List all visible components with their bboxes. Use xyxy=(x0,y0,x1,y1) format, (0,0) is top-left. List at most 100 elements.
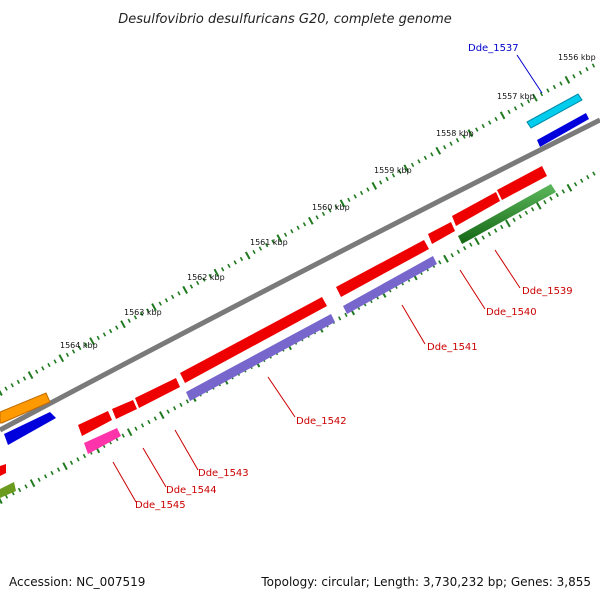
inner-scale-dot-21 xyxy=(134,426,138,431)
outer-scale-dot-20 xyxy=(120,320,126,329)
outer-scale-dot-93 xyxy=(585,67,589,72)
gene-label-dde-1541[interactable]: Dde_1541 xyxy=(427,342,478,353)
outer-scale-dot-62 xyxy=(385,176,389,182)
inner-scale-dot-5 xyxy=(29,479,36,488)
inner-scale-dot-24 xyxy=(153,416,158,421)
outer-scale-dot-49 xyxy=(302,222,307,227)
kbp-label-1563: 1563 kbp xyxy=(124,308,162,317)
outer-scale-dot-21 xyxy=(127,318,131,323)
inner-scale-dot-84 xyxy=(530,207,535,212)
outer-scale-dot-43 xyxy=(264,243,269,248)
gene-dde-1540-b[interactable] xyxy=(452,192,500,226)
outer-scale-dot-54 xyxy=(334,204,338,209)
outer-scale-dot-52 xyxy=(321,211,326,216)
inner-scale-dot-74 xyxy=(469,242,473,247)
outer-scale-dot-7 xyxy=(41,366,45,371)
inner-scale-dot-76 xyxy=(481,235,485,240)
gene-dde-1539[interactable] xyxy=(458,184,556,244)
genome-backbone xyxy=(0,117,600,433)
outer-scale-dot-38 xyxy=(233,260,237,265)
gene-unnamed-orange[interactable] xyxy=(0,392,51,424)
inner-scale-dot-1 xyxy=(4,494,9,499)
outer-scale-dot-3 xyxy=(16,379,21,384)
gene-label-dde-1540[interactable]: Dde_1540 xyxy=(486,307,537,318)
outer-scale-dot-92 xyxy=(578,70,583,75)
gene-dde-1543[interactable] xyxy=(135,378,180,408)
outer-scale-dot-41 xyxy=(252,249,256,255)
gene-unnamed-blue-left[interactable] xyxy=(4,412,56,445)
gene-unnamed-blue-right[interactable] xyxy=(537,113,589,147)
inner-scale-dot-88 xyxy=(555,192,559,198)
outer-scale-dot-16 xyxy=(96,335,100,340)
outer-scale-dot-68 xyxy=(423,155,428,160)
outer-scale-dot-35 xyxy=(213,268,220,277)
outer-scale-dot-46 xyxy=(283,232,288,237)
gene-dde-1545[interactable] xyxy=(84,428,121,454)
outer-scale-dot-12 xyxy=(71,349,76,354)
gene-dde-1544[interactable] xyxy=(112,400,137,419)
gene-dde-1537[interactable] xyxy=(526,93,583,129)
gene-label-dde-1543[interactable]: Dde_1543 xyxy=(198,468,249,479)
outer-scale-dot-19 xyxy=(115,325,119,330)
outer-scale-dot-81 xyxy=(507,109,511,114)
inner-scale-dot-70 xyxy=(443,254,449,263)
leader-dde-1543 xyxy=(174,429,199,471)
reverse-strand-genes xyxy=(0,113,589,498)
gene-label-dde-1542[interactable]: Dde_1542 xyxy=(296,416,347,427)
outer-scale-dot-70 xyxy=(435,146,442,155)
outer-scale-dot-47 xyxy=(290,229,294,234)
outer-scale-dot-80 xyxy=(499,111,506,120)
inner-scale-dot-89 xyxy=(561,189,565,194)
inner-scale-dot-90 xyxy=(566,183,573,192)
inner-scale-dot-94 xyxy=(592,171,596,176)
gene-label-dde-1539[interactable]: Dde_1539 xyxy=(522,286,573,297)
outer-scale-dot-55 xyxy=(339,199,346,208)
outer-scale-dot-73 xyxy=(455,138,460,143)
outer-scale-dot-94 xyxy=(591,63,596,68)
outer-scale-dot-34 xyxy=(208,274,212,279)
gene-dde-1542-red[interactable] xyxy=(180,297,327,383)
genome-summary-text: Topology: circular; Length: 3,730,232 bp… xyxy=(260,575,591,589)
outer-scale-dot-17 xyxy=(102,332,107,337)
outer-scale-dot-78 xyxy=(488,120,492,125)
gene-label-dde-1544[interactable]: Dde_1544 xyxy=(166,485,217,496)
gene-dde-1540-c[interactable] xyxy=(497,166,547,200)
outer-scale-dot-51 xyxy=(315,215,319,220)
outer-scale-dot-11 xyxy=(65,352,70,357)
inner-scale-dot-3 xyxy=(17,487,22,493)
outer-scale-dot-18 xyxy=(108,328,113,334)
kbp-label-1559: 1559 kbp xyxy=(374,166,412,175)
gene-unnamed-olive[interactable] xyxy=(0,482,16,498)
inner-scale-dot-77 xyxy=(487,231,492,237)
gene-unnamed-red-upper[interactable] xyxy=(0,464,6,476)
outer-scale-dot-59 xyxy=(366,187,370,192)
inner-scale-dot-27 xyxy=(172,406,177,411)
outer-scale-dot-26 xyxy=(158,301,162,306)
outer-scale-dot-42 xyxy=(258,246,263,251)
outer-scale-dot-37 xyxy=(227,263,231,268)
inner-scale-dot-29 xyxy=(185,399,190,404)
outer-scale-dot-48 xyxy=(296,225,300,230)
inner-scale-dot-10 xyxy=(62,462,68,471)
inner-scale-dot-78 xyxy=(493,228,498,233)
gene-dde-1541[interactable] xyxy=(343,256,437,314)
outer-scale-dot-56 xyxy=(347,197,351,202)
gene-dde-1541-red[interactable] xyxy=(336,240,429,297)
gene-dde-1542[interactable] xyxy=(186,314,335,401)
outer-scale-dot-79 xyxy=(494,116,498,122)
gene-dde-1545-red[interactable] xyxy=(78,411,112,436)
inner-scale-dot-20 xyxy=(126,428,133,437)
kbp-label-1561: 1561 kbp xyxy=(250,238,288,247)
outer-scale-dot-1 xyxy=(4,386,8,391)
leader-dde-1539 xyxy=(494,249,521,289)
gene-dde-1540-a[interactable] xyxy=(428,222,455,244)
inner-scale-dot-12 xyxy=(76,457,80,462)
inner-scale-dot-93 xyxy=(586,175,590,180)
outer-scale-dot-13 xyxy=(78,345,82,351)
gene-label-dde-1537[interactable]: Dde_1537 xyxy=(468,43,519,54)
inner-scale-dot-26 xyxy=(166,409,170,414)
outer-scale-dot-76 xyxy=(475,127,479,132)
gene-label-dde-1545[interactable]: Dde_1545 xyxy=(135,500,186,511)
leader-dde-1544 xyxy=(142,447,167,488)
